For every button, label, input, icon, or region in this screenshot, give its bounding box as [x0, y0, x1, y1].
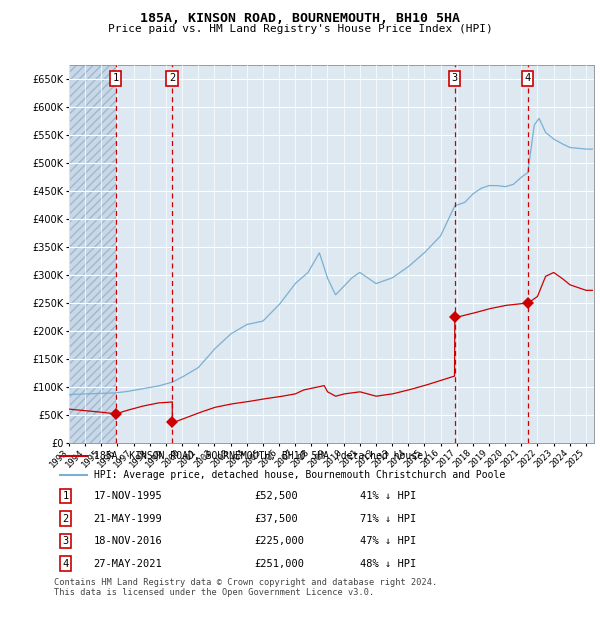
Text: 71% ↓ HPI: 71% ↓ HPI	[360, 513, 416, 523]
Text: £37,500: £37,500	[254, 513, 298, 523]
Text: 1: 1	[112, 73, 119, 83]
Bar	[69, 65, 116, 443]
Text: 3: 3	[452, 73, 458, 83]
Text: Price paid vs. HM Land Registry's House Price Index (HPI): Price paid vs. HM Land Registry's House …	[107, 24, 493, 34]
Text: £52,500: £52,500	[254, 491, 298, 501]
Text: 4: 4	[62, 559, 69, 569]
Text: 185A, KINSON ROAD, BOURNEMOUTH, BH10 5HA (detached house): 185A, KINSON ROAD, BOURNEMOUTH, BH10 5HA…	[94, 451, 428, 461]
Text: 17-NOV-1995: 17-NOV-1995	[94, 491, 163, 501]
Text: 47% ↓ HPI: 47% ↓ HPI	[360, 536, 416, 546]
Text: 48% ↓ HPI: 48% ↓ HPI	[360, 559, 416, 569]
Bar	[116, 65, 172, 443]
Text: 27-MAY-2021: 27-MAY-2021	[94, 559, 163, 569]
Text: HPI: Average price, detached house, Bournemouth Christchurch and Poole: HPI: Average price, detached house, Bour…	[94, 469, 505, 480]
Text: Contains HM Land Registry data © Crown copyright and database right 2024.
This d: Contains HM Land Registry data © Crown c…	[54, 578, 437, 597]
Text: 41% ↓ HPI: 41% ↓ HPI	[360, 491, 416, 501]
Text: 185A, KINSON ROAD, BOURNEMOUTH, BH10 5HA: 185A, KINSON ROAD, BOURNEMOUTH, BH10 5HA	[140, 12, 460, 25]
Text: £251,000: £251,000	[254, 559, 305, 569]
Text: 2: 2	[62, 513, 69, 523]
Text: 2: 2	[169, 73, 175, 83]
Text: 21-MAY-1999: 21-MAY-1999	[94, 513, 163, 523]
Text: 3: 3	[62, 536, 69, 546]
Text: £225,000: £225,000	[254, 536, 305, 546]
Text: 4: 4	[524, 73, 531, 83]
Text: 18-NOV-2016: 18-NOV-2016	[94, 536, 163, 546]
Text: 1: 1	[62, 491, 69, 501]
